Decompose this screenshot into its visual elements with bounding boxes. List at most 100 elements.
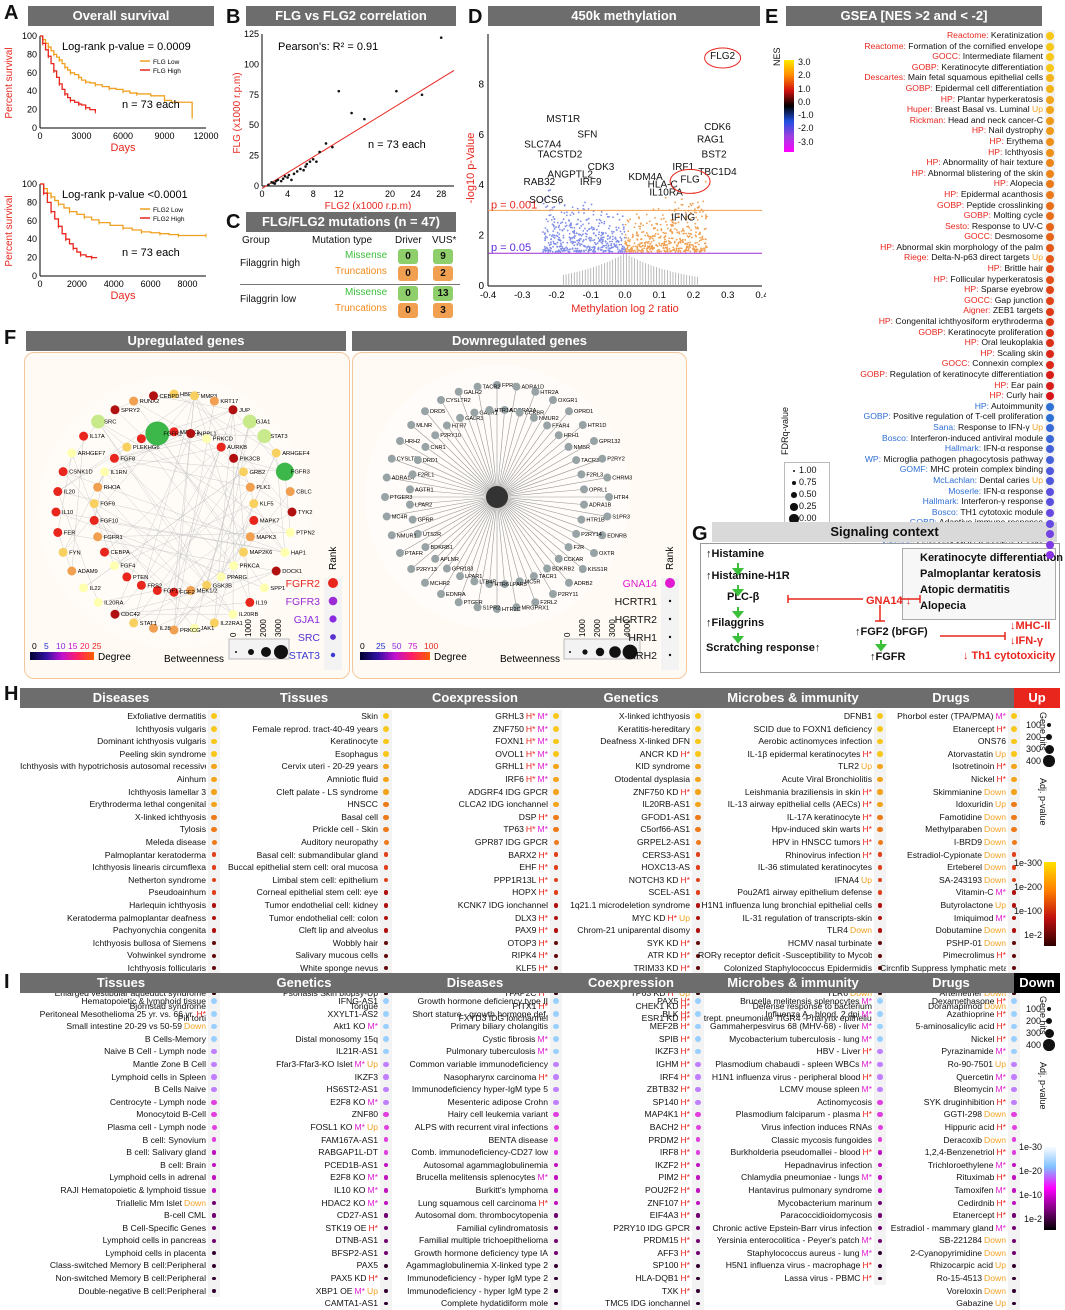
cpg-point	[663, 242, 666, 245]
term-source: GOCC:	[964, 231, 995, 242]
rank-gene: FGFR2	[286, 578, 321, 590]
panel-c-title: FLG/FLG2 mutations (n = 47)	[246, 212, 456, 232]
gene-node	[500, 405, 509, 414]
cpg-point	[620, 243, 623, 246]
entry-text: GPR87 IDG GPCR	[474, 836, 548, 847]
entry-text: TFAP2C	[503, 988, 537, 999]
cpg-point	[636, 247, 639, 250]
adjp-tick: 1e-20	[1018, 1166, 1042, 1176]
enrichment-entry: I-BRD9 Down	[880, 836, 1006, 849]
edge	[440, 496, 498, 595]
node-fgf2: ↑FGF2 (bFGF)	[855, 626, 928, 638]
gsea-term: HP: Alopecia	[763, 178, 1043, 189]
enrichment-dot	[877, 1010, 883, 1017]
term-source: Moserle:	[948, 485, 984, 496]
cpg-point	[553, 206, 556, 208]
enrichment-dot	[1011, 1010, 1017, 1017]
gene-label: FGF2	[180, 590, 195, 596]
gene-node	[493, 381, 501, 389]
gene-node	[512, 603, 521, 612]
enrichment-dot	[877, 713, 883, 720]
entry-tag: H*	[538, 1071, 548, 1082]
enrichment-entry: XXYLT1-AS2	[214, 1008, 378, 1021]
panel-label-g: G	[692, 523, 708, 545]
x-tick-label: 8	[311, 189, 316, 199]
gene-label: CCKAR	[564, 557, 584, 563]
enrichment-entry: Double-negative B cell:Peripheral	[20, 1285, 206, 1298]
flg2-highlight	[704, 47, 742, 69]
cpg-point	[704, 227, 707, 230]
edge	[194, 395, 234, 459]
entry-text: Immunodeficiency - hyper IgM type 2	[407, 1273, 548, 1284]
gene-label: S1PR3	[612, 514, 630, 520]
entry-text: Keratoderma palmoplantar deafness	[66, 912, 206, 923]
cpg-point	[559, 222, 562, 225]
panel-label-h: H	[4, 683, 19, 705]
edge	[409, 489, 498, 498]
gene-label: HTR4	[614, 495, 629, 501]
enrichment-entry: Centrocyte - Lymph node	[20, 1096, 206, 1109]
gene-node	[577, 470, 586, 479]
cpg-point	[551, 223, 554, 226]
cpg-point	[562, 218, 565, 221]
degree-tick: 0	[360, 641, 365, 651]
cpg-point	[616, 240, 618, 243]
entry-text: 1,2,4-Benzenetriol	[924, 1147, 995, 1158]
entry-text: Centrocyte - Lymph node	[109, 1096, 206, 1107]
enrichment-dot	[553, 827, 559, 833]
cpg-point	[691, 236, 693, 239]
term-source: HP:	[980, 347, 998, 358]
cpg-point	[674, 222, 677, 225]
entry-tag: M*	[537, 1033, 548, 1044]
enrichment-entry: Classic mycosis fungoides	[698, 1134, 872, 1147]
enrichment-entry: Esophagus	[214, 748, 378, 761]
enrichment-entry: B cell: Synovium	[20, 1134, 206, 1147]
edge	[435, 435, 498, 498]
cpg-point	[588, 246, 591, 248]
entry-tag: Up	[367, 1285, 378, 1296]
enrichment-dot	[383, 1188, 389, 1193]
cpg-point	[555, 226, 557, 228]
enrichment-entry: PAX5 H*	[556, 995, 690, 1008]
cpg-point	[602, 239, 604, 241]
enrichment-entry: SCEL-AS1	[556, 886, 690, 899]
cpg-point	[650, 236, 652, 239]
entry-text: HPV in HNSCC tumors	[772, 836, 861, 847]
entry-text: Class-switched Memory B cell:Peripheral	[49, 1260, 206, 1271]
edge	[496, 496, 535, 577]
enrichment-dot	[553, 776, 559, 783]
gene-label: RHOA	[104, 485, 121, 491]
edge	[98, 590, 158, 603]
gene-label: FGF9	[100, 502, 115, 508]
enrichment-dot	[553, 1175, 559, 1180]
cpg-point	[687, 205, 690, 208]
x-tick-label: 20	[385, 189, 395, 199]
cpg-point	[552, 216, 555, 218]
entry-tag: Up	[995, 748, 1006, 759]
edge	[153, 446, 222, 629]
enrichment-entry: Bleomycin M*	[880, 1083, 1006, 1096]
entry-tag: M*	[367, 1172, 378, 1183]
gene-label: IL1RN	[111, 470, 127, 476]
nes-colorbar	[784, 60, 794, 152]
cpg-point	[593, 241, 596, 244]
betw-tick: 0	[229, 632, 238, 637]
entry-tag: Up	[679, 988, 690, 999]
cpg-point	[635, 232, 638, 235]
enrichment-dot	[553, 890, 559, 895]
gene-node	[209, 396, 219, 406]
enrichment-dot	[1011, 801, 1017, 808]
enrichment-dot	[1011, 1036, 1017, 1042]
cpg-point	[584, 232, 587, 235]
edge	[62, 395, 195, 553]
edge	[114, 471, 244, 566]
edge	[391, 458, 498, 498]
x-axis-label: Methylation log 2 ratio	[571, 303, 679, 315]
entry-text: B Cells Naive	[154, 1084, 206, 1095]
edge	[104, 471, 234, 615]
enrichment-dot	[211, 1162, 217, 1168]
enrichment-entry: Nickel H*	[880, 773, 1006, 786]
cpg-point	[569, 238, 572, 241]
enrichment-dot	[383, 865, 389, 870]
betw-dot	[582, 649, 588, 655]
